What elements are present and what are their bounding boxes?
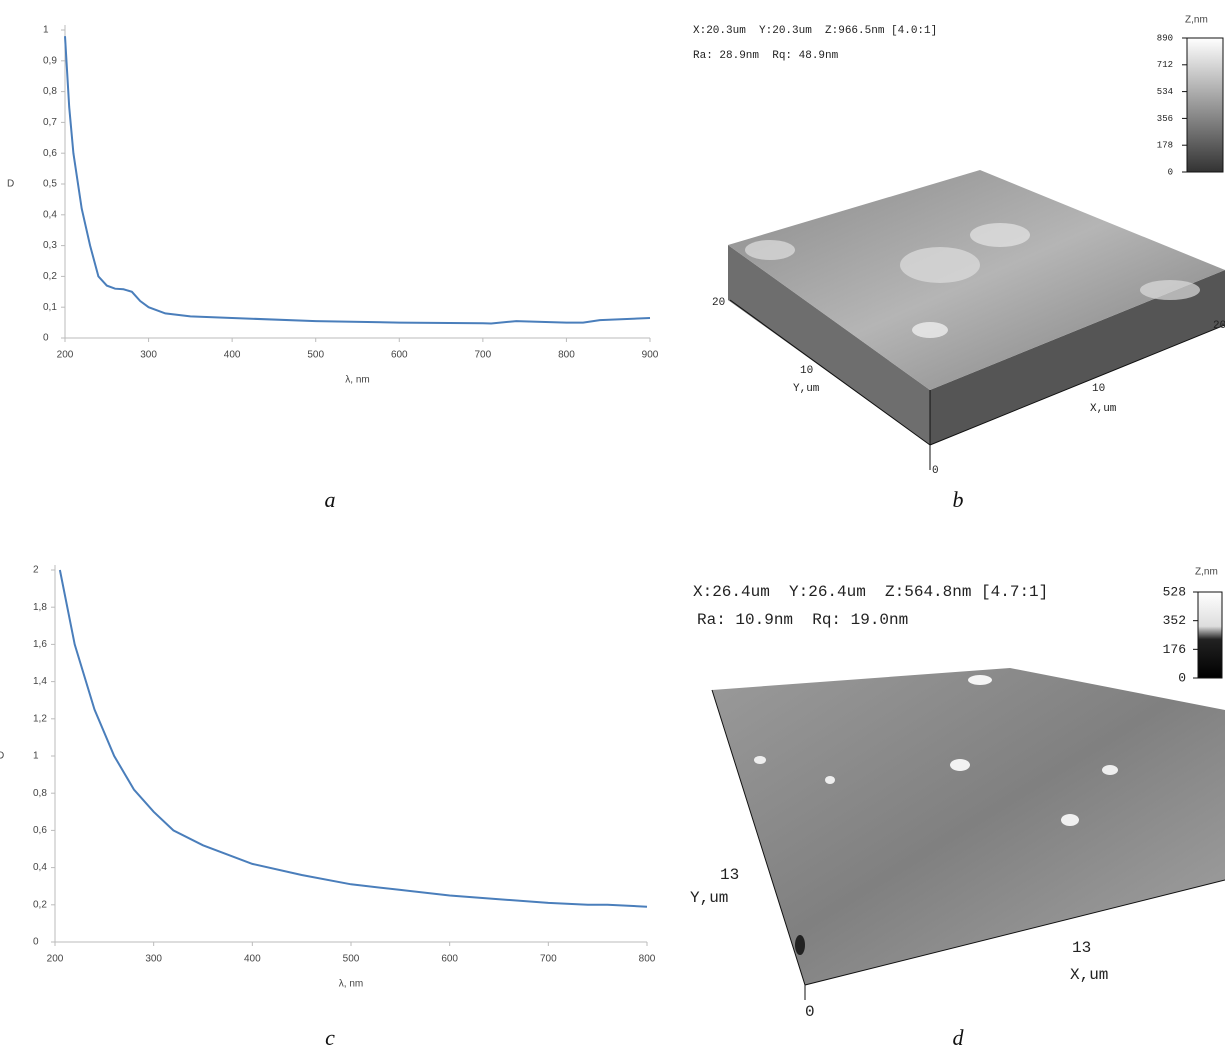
colorbar-label: Z,nm — [1185, 15, 1208, 26]
y-tick-label: 0,4 — [43, 209, 57, 220]
y-axis-label: D — [7, 179, 14, 190]
x-tick-label: 600 — [441, 954, 458, 965]
afm-header: X:20.3um Y:20.3um Z:966.5nm [4.0:1] — [693, 25, 937, 37]
y-tick-label: 1,8 — [33, 602, 47, 613]
y-tick-label: 0,6 — [33, 825, 47, 836]
panel-label: d — [953, 1025, 965, 1050]
afm-axis-label: 10 — [800, 365, 813, 377]
colorbar-tick-label: 352 — [1163, 613, 1186, 628]
y-tick-label: 0,2 — [33, 899, 47, 910]
colorbar-tick-label: 712 — [1157, 60, 1173, 70]
afm-axis-label: 20 — [1213, 320, 1225, 332]
colorbar-tick-label: 178 — [1157, 141, 1173, 151]
x-tick-label: 300 — [145, 954, 162, 965]
colorbar-tick-label: 0 — [1178, 670, 1186, 685]
y-tick-label: 0 — [33, 937, 39, 948]
y-tick-label: 1 — [43, 25, 49, 36]
y-tick-label: 0,8 — [43, 86, 57, 97]
x-axis-label: λ, nm — [345, 375, 369, 386]
afm-axis-label: 13 — [720, 866, 739, 884]
figure: 00,10,20,30,40,50,60,70,80,9120030040050… — [0, 0, 1225, 1050]
afm-header: Ra: 10.9nm Rq: 19.0nm — [697, 611, 908, 629]
colorbar-tick-label: 890 — [1157, 33, 1173, 43]
afm-axis-label: 0 — [932, 465, 939, 477]
x-tick-label: 700 — [475, 350, 492, 361]
y-axis-label: D — [0, 751, 4, 762]
x-tick-label: 500 — [343, 954, 360, 965]
y-tick-label: 0,2 — [43, 271, 57, 282]
panel-label: b — [953, 487, 964, 512]
x-tick-label: 700 — [540, 954, 557, 965]
data-line — [65, 36, 650, 323]
x-tick-label: 800 — [639, 954, 656, 965]
x-tick-label: 500 — [307, 350, 324, 361]
x-axis-label: λ, nm — [339, 979, 363, 990]
afm-axis-label: 13 — [1072, 939, 1091, 957]
x-tick-label: 200 — [47, 954, 64, 965]
y-tick-label: 1,4 — [33, 676, 47, 687]
afm-axis-label: 0 — [805, 1003, 815, 1021]
afm-axis-label: X,um — [1090, 403, 1117, 415]
y-tick-label: 0 — [43, 333, 49, 344]
colorbar-tick-label: 534 — [1157, 87, 1173, 97]
colorbar — [1187, 38, 1223, 172]
x-tick-label: 600 — [391, 350, 408, 361]
panel-label: a — [325, 487, 336, 512]
x-tick-label: 200 — [57, 350, 74, 361]
afm-surface-d — [712, 668, 1225, 1000]
x-tick-label: 400 — [224, 350, 241, 361]
afm-header: X:26.4um Y:26.4um Z:564.8nm [4.7:1] — [693, 583, 1048, 601]
afm-header: Ra: 28.9nm Rq: 48.9nm — [693, 50, 839, 62]
colorbar-tick-label: 176 — [1163, 642, 1186, 657]
afm-axis-label: Y,um — [793, 383, 820, 395]
colorbar-tick-label: 0 — [1168, 167, 1173, 177]
y-tick-label: 0,5 — [43, 179, 57, 190]
colorbar-tick-label: 528 — [1163, 584, 1186, 599]
afm-axis-label: X,um — [1070, 966, 1108, 984]
colorbar — [1198, 592, 1222, 678]
x-tick-label: 400 — [244, 954, 261, 965]
afm-surface-b — [728, 170, 1225, 470]
y-tick-label: 0,1 — [43, 302, 57, 313]
y-tick-label: 0,6 — [43, 148, 57, 159]
afm-axis-label: 10 — [1092, 383, 1105, 395]
x-tick-label: 800 — [558, 350, 575, 361]
x-tick-label: 900 — [642, 350, 659, 361]
afm-axis-label: Y,um — [690, 889, 728, 907]
y-tick-label: 1 — [33, 751, 39, 762]
x-tick-label: 300 — [140, 350, 157, 361]
y-tick-label: 1,2 — [33, 713, 47, 724]
y-tick-label: 0,8 — [33, 788, 47, 799]
y-tick-label: 1,6 — [33, 639, 47, 650]
data-line — [60, 570, 647, 907]
y-tick-label: 0,4 — [33, 862, 47, 873]
y-tick-label: 0,9 — [43, 55, 57, 66]
y-tick-label: 0,3 — [43, 240, 57, 251]
panel-label: c — [325, 1025, 335, 1050]
colorbar-label: Z,nm — [1195, 567, 1218, 578]
y-tick-label: 0,7 — [43, 117, 57, 128]
afm-axis-label: 20 — [712, 297, 725, 309]
colorbar-tick-label: 356 — [1157, 114, 1173, 124]
y-tick-label: 2 — [33, 565, 39, 576]
